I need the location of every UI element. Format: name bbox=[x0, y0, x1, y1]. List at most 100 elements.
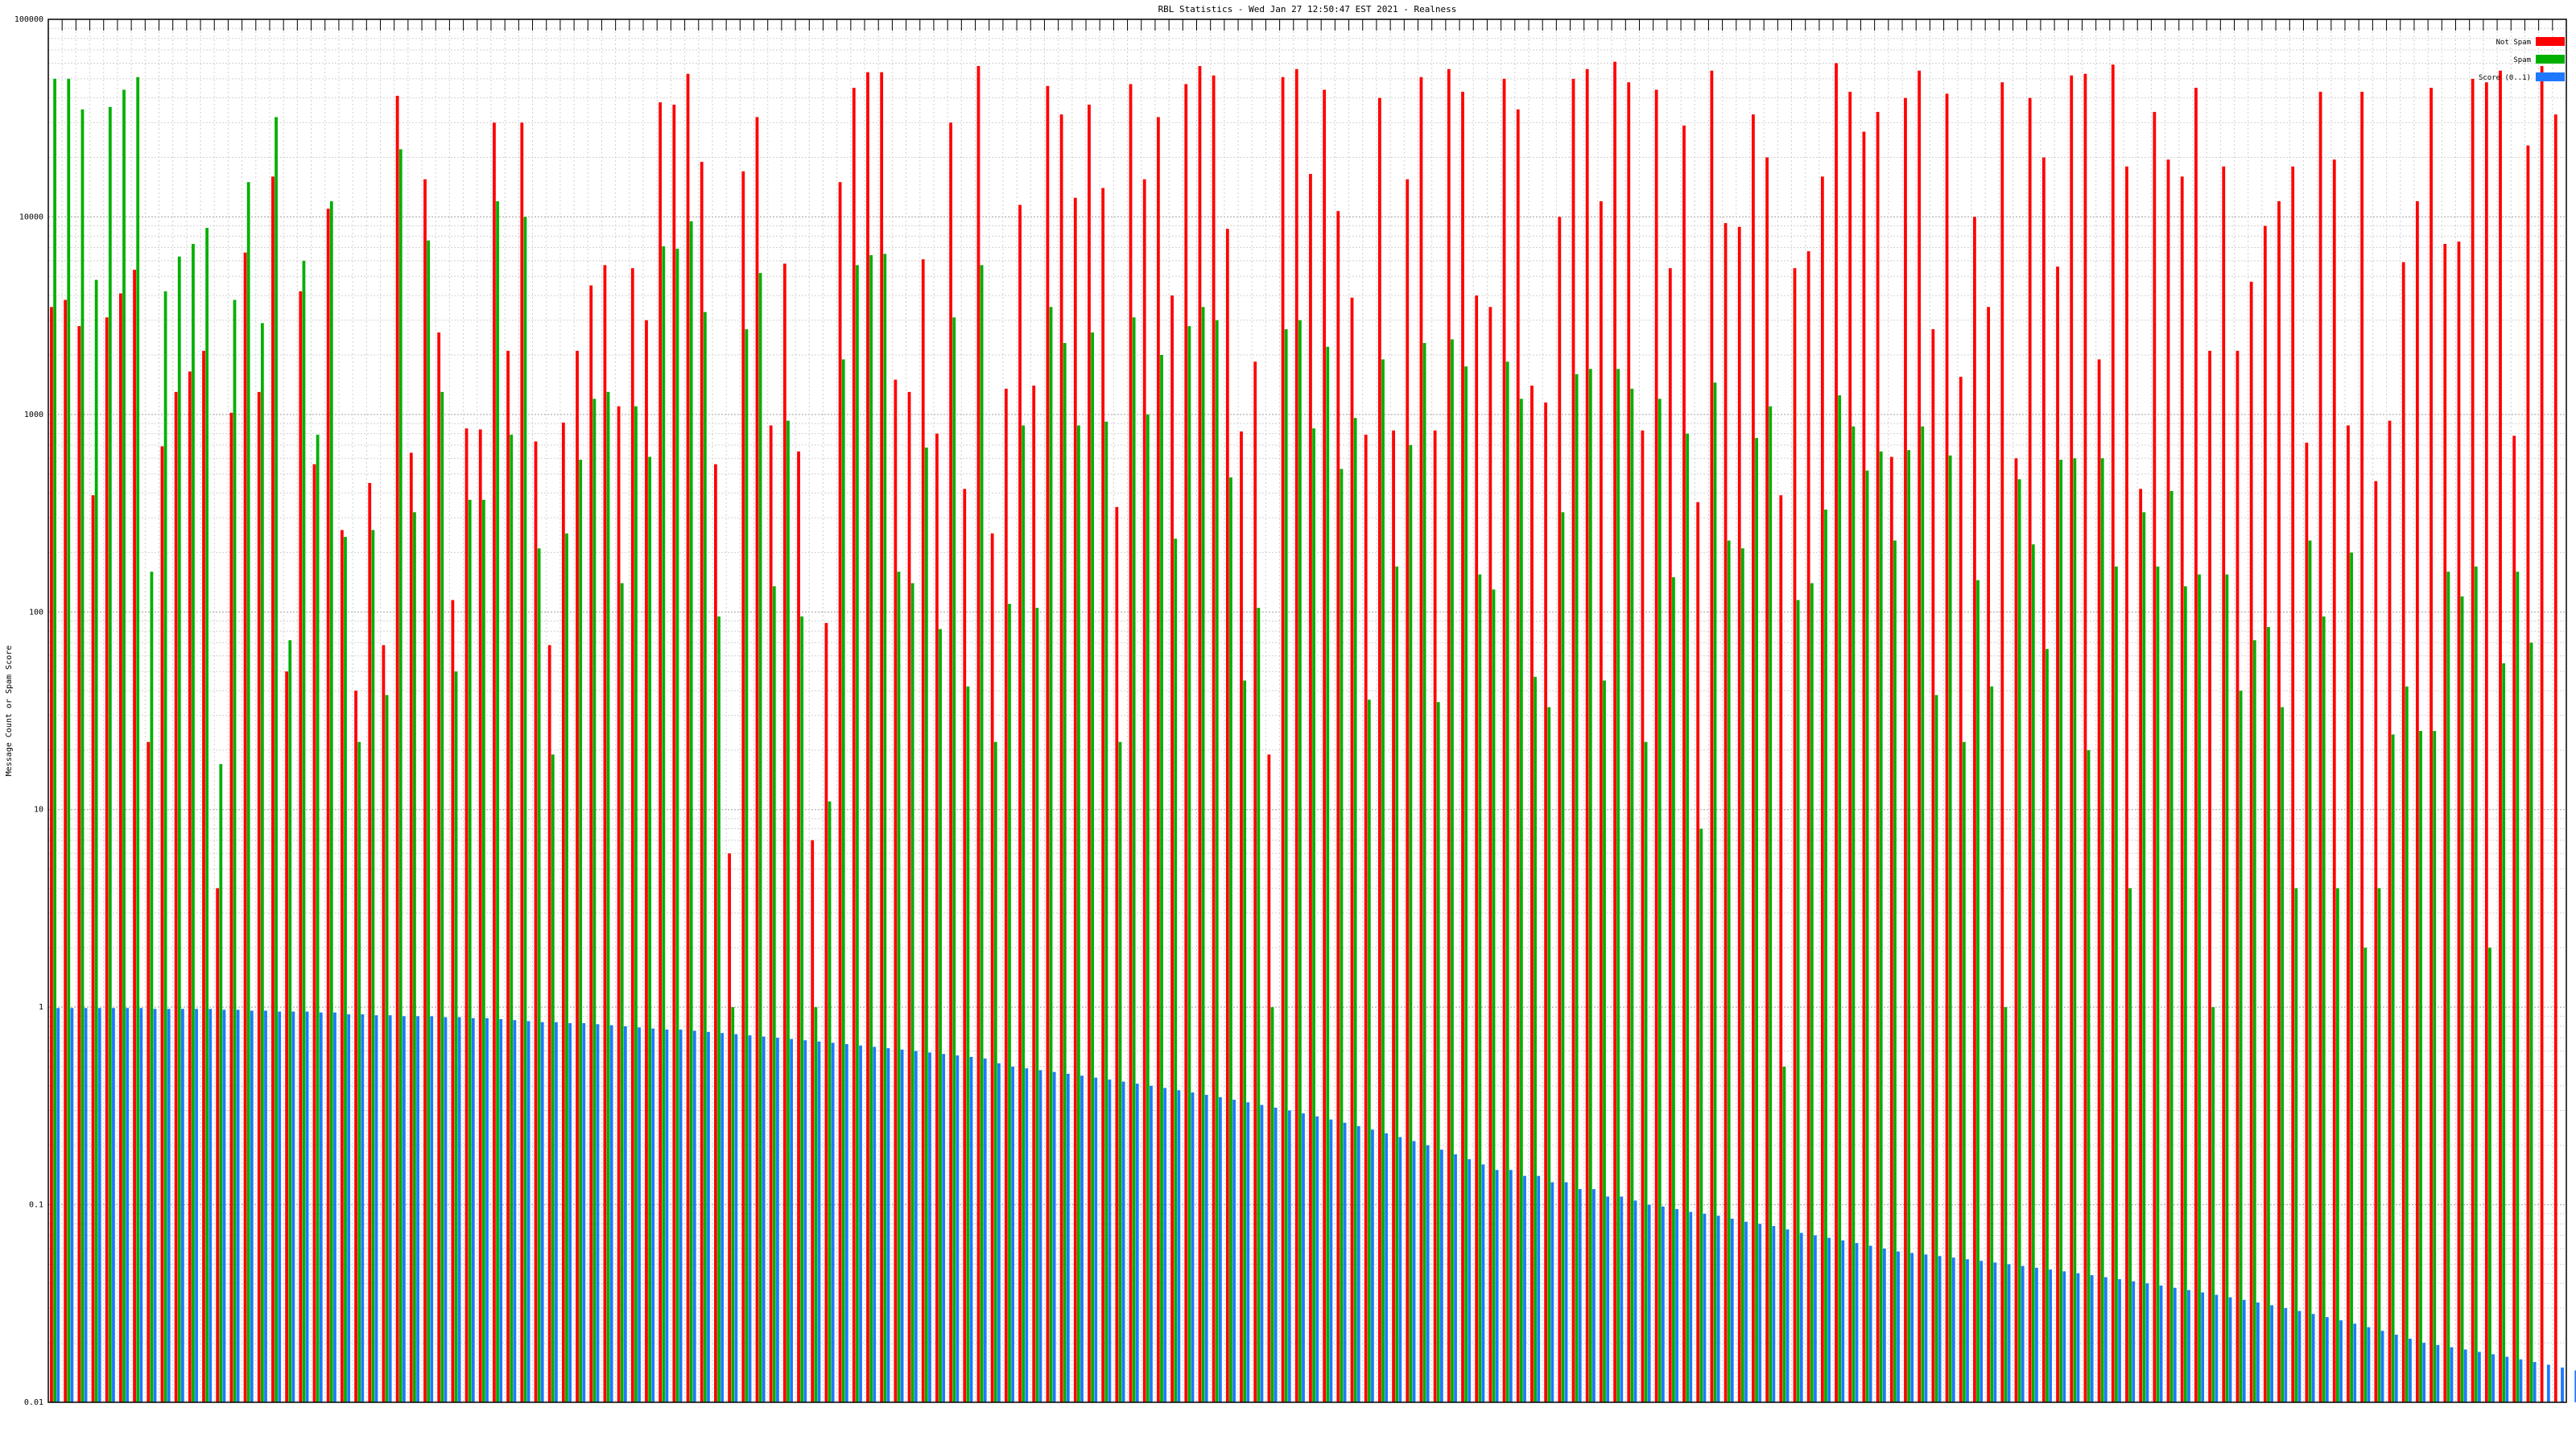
bar-score-0-1 bbox=[2049, 1269, 2052, 1402]
bar-score-0-1 bbox=[499, 1018, 503, 1402]
bar-spam bbox=[398, 149, 402, 1402]
bar-score-0-1 bbox=[1052, 1071, 1056, 1402]
bar-score-0-1 bbox=[2062, 1271, 2066, 1402]
bar-spam bbox=[1976, 580, 1979, 1402]
bar-score-0-1 bbox=[1509, 1170, 1513, 1402]
bar-spam bbox=[1672, 577, 1675, 1402]
bar-not-spam bbox=[1558, 217, 1562, 1402]
bar-spam bbox=[2336, 888, 2339, 1402]
bar-spam bbox=[1340, 469, 1344, 1402]
bar-spam bbox=[1519, 398, 1523, 1402]
bar-score-0-1 bbox=[1454, 1154, 1457, 1402]
bar-not-spam bbox=[2111, 64, 2115, 1402]
bar-spam bbox=[1713, 382, 1717, 1403]
bar-spam bbox=[2211, 1007, 2215, 1402]
bar-score-0-1 bbox=[278, 1011, 282, 1402]
bar-score-0-1 bbox=[762, 1036, 766, 1402]
bar-not-spam bbox=[797, 451, 800, 1402]
bar-spam bbox=[1104, 421, 1108, 1402]
bar-not-spam bbox=[464, 428, 469, 1403]
bar-score-0-1 bbox=[2242, 1299, 2246, 1402]
bar-not-spam bbox=[188, 371, 192, 1403]
bar-not-spam bbox=[700, 162, 704, 1402]
bar-spam bbox=[1588, 369, 1592, 1403]
bar-not-spam bbox=[963, 489, 967, 1402]
bar-score-0-1 bbox=[319, 1012, 323, 1402]
bar-score-0-1 bbox=[609, 1025, 613, 1402]
bar-spam bbox=[177, 256, 181, 1402]
bar-spam bbox=[634, 406, 638, 1402]
bar-not-spam bbox=[1240, 431, 1243, 1402]
bar-not-spam bbox=[2153, 111, 2157, 1402]
chart-title: RBL Statistics - Wed Jan 27 12:50:47 EST… bbox=[1158, 4, 1457, 14]
bar-not-spam bbox=[1752, 114, 1755, 1403]
bar-score-0-1 bbox=[56, 1008, 60, 1402]
bar-spam bbox=[2474, 566, 2478, 1402]
bar-not-spam bbox=[866, 72, 869, 1402]
bar-spam bbox=[1478, 574, 1482, 1402]
bar-spam bbox=[924, 447, 928, 1402]
bar-spam bbox=[869, 254, 873, 1402]
bar-spam bbox=[80, 109, 85, 1403]
bar-not-spam bbox=[520, 122, 524, 1403]
bar-not-spam bbox=[2263, 225, 2267, 1403]
bar-spam bbox=[233, 299, 237, 1403]
bar-not-spam bbox=[423, 179, 427, 1403]
bar-score-0-1 bbox=[333, 1012, 336, 1402]
bar-score-0-1 bbox=[1758, 1224, 1762, 1402]
bar-not-spam bbox=[2347, 425, 2350, 1402]
bar-score-0-1 bbox=[844, 1044, 848, 1402]
bar-spam bbox=[205, 228, 209, 1403]
bar-not-spam bbox=[672, 104, 676, 1403]
bar-score-0-1 bbox=[1744, 1221, 1748, 1402]
bar-spam bbox=[1740, 548, 1744, 1403]
bar-not-spam bbox=[1668, 268, 1672, 1402]
bar-score-0-1 bbox=[651, 1028, 655, 1402]
bar-not-spam bbox=[1931, 328, 1935, 1402]
bar-score-0-1 bbox=[1468, 1159, 1472, 1402]
y-tick-label: 0.01 bbox=[24, 1398, 43, 1407]
bar-not-spam bbox=[935, 433, 939, 1402]
bar-spam bbox=[939, 629, 942, 1402]
bar-spam bbox=[2446, 572, 2450, 1402]
bar-not-spam bbox=[2374, 481, 2378, 1402]
bar-spam bbox=[1298, 320, 1302, 1403]
bar-score-0-1 bbox=[540, 1022, 544, 1402]
bar-score-0-1 bbox=[2215, 1294, 2219, 1402]
bar-not-spam bbox=[921, 259, 925, 1403]
bar-not-spam bbox=[880, 72, 884, 1402]
bar-score-0-1 bbox=[831, 1042, 835, 1402]
bar-spam bbox=[2183, 586, 2187, 1402]
bar-spam bbox=[1077, 425, 1080, 1402]
bar-spam bbox=[1492, 589, 1496, 1402]
bar-score-0-1 bbox=[720, 1033, 724, 1402]
bar-score-0-1 bbox=[2173, 1287, 2177, 1402]
bar-score-0-1 bbox=[1385, 1133, 1389, 1402]
bar-spam bbox=[2322, 616, 2326, 1402]
bar-spam bbox=[606, 391, 610, 1402]
bar-spam bbox=[454, 671, 458, 1402]
bar-spam bbox=[1367, 700, 1371, 1402]
bar-not-spam bbox=[1973, 217, 1976, 1402]
bar-not-spam bbox=[1987, 307, 1990, 1403]
bar-score-0-1 bbox=[2201, 1292, 2205, 1402]
legend-label: Not Spam bbox=[2496, 39, 2531, 47]
bar-score-0-1 bbox=[665, 1030, 669, 1402]
bar-score-0-1 bbox=[983, 1058, 987, 1402]
bar-score-0-1 bbox=[222, 1009, 226, 1402]
bar-spam bbox=[2142, 512, 2146, 1402]
bar-spam bbox=[1049, 307, 1053, 1403]
y-tick-label: 100 bbox=[29, 608, 43, 617]
bar-spam bbox=[2004, 1007, 2008, 1402]
bar-score-0-1 bbox=[70, 1008, 74, 1402]
bar-not-spam bbox=[534, 441, 538, 1402]
bar-score-0-1 bbox=[2035, 1267, 2038, 1402]
bar-score-0-1 bbox=[2409, 1338, 2412, 1402]
bar-not-spam bbox=[1004, 388, 1008, 1402]
bar-spam bbox=[413, 512, 416, 1402]
bar-spam bbox=[1118, 741, 1122, 1402]
bar-not-spam bbox=[2000, 82, 2004, 1402]
bar-score-0-1 bbox=[2546, 1364, 2550, 1402]
bar-not-spam bbox=[2208, 350, 2211, 1402]
